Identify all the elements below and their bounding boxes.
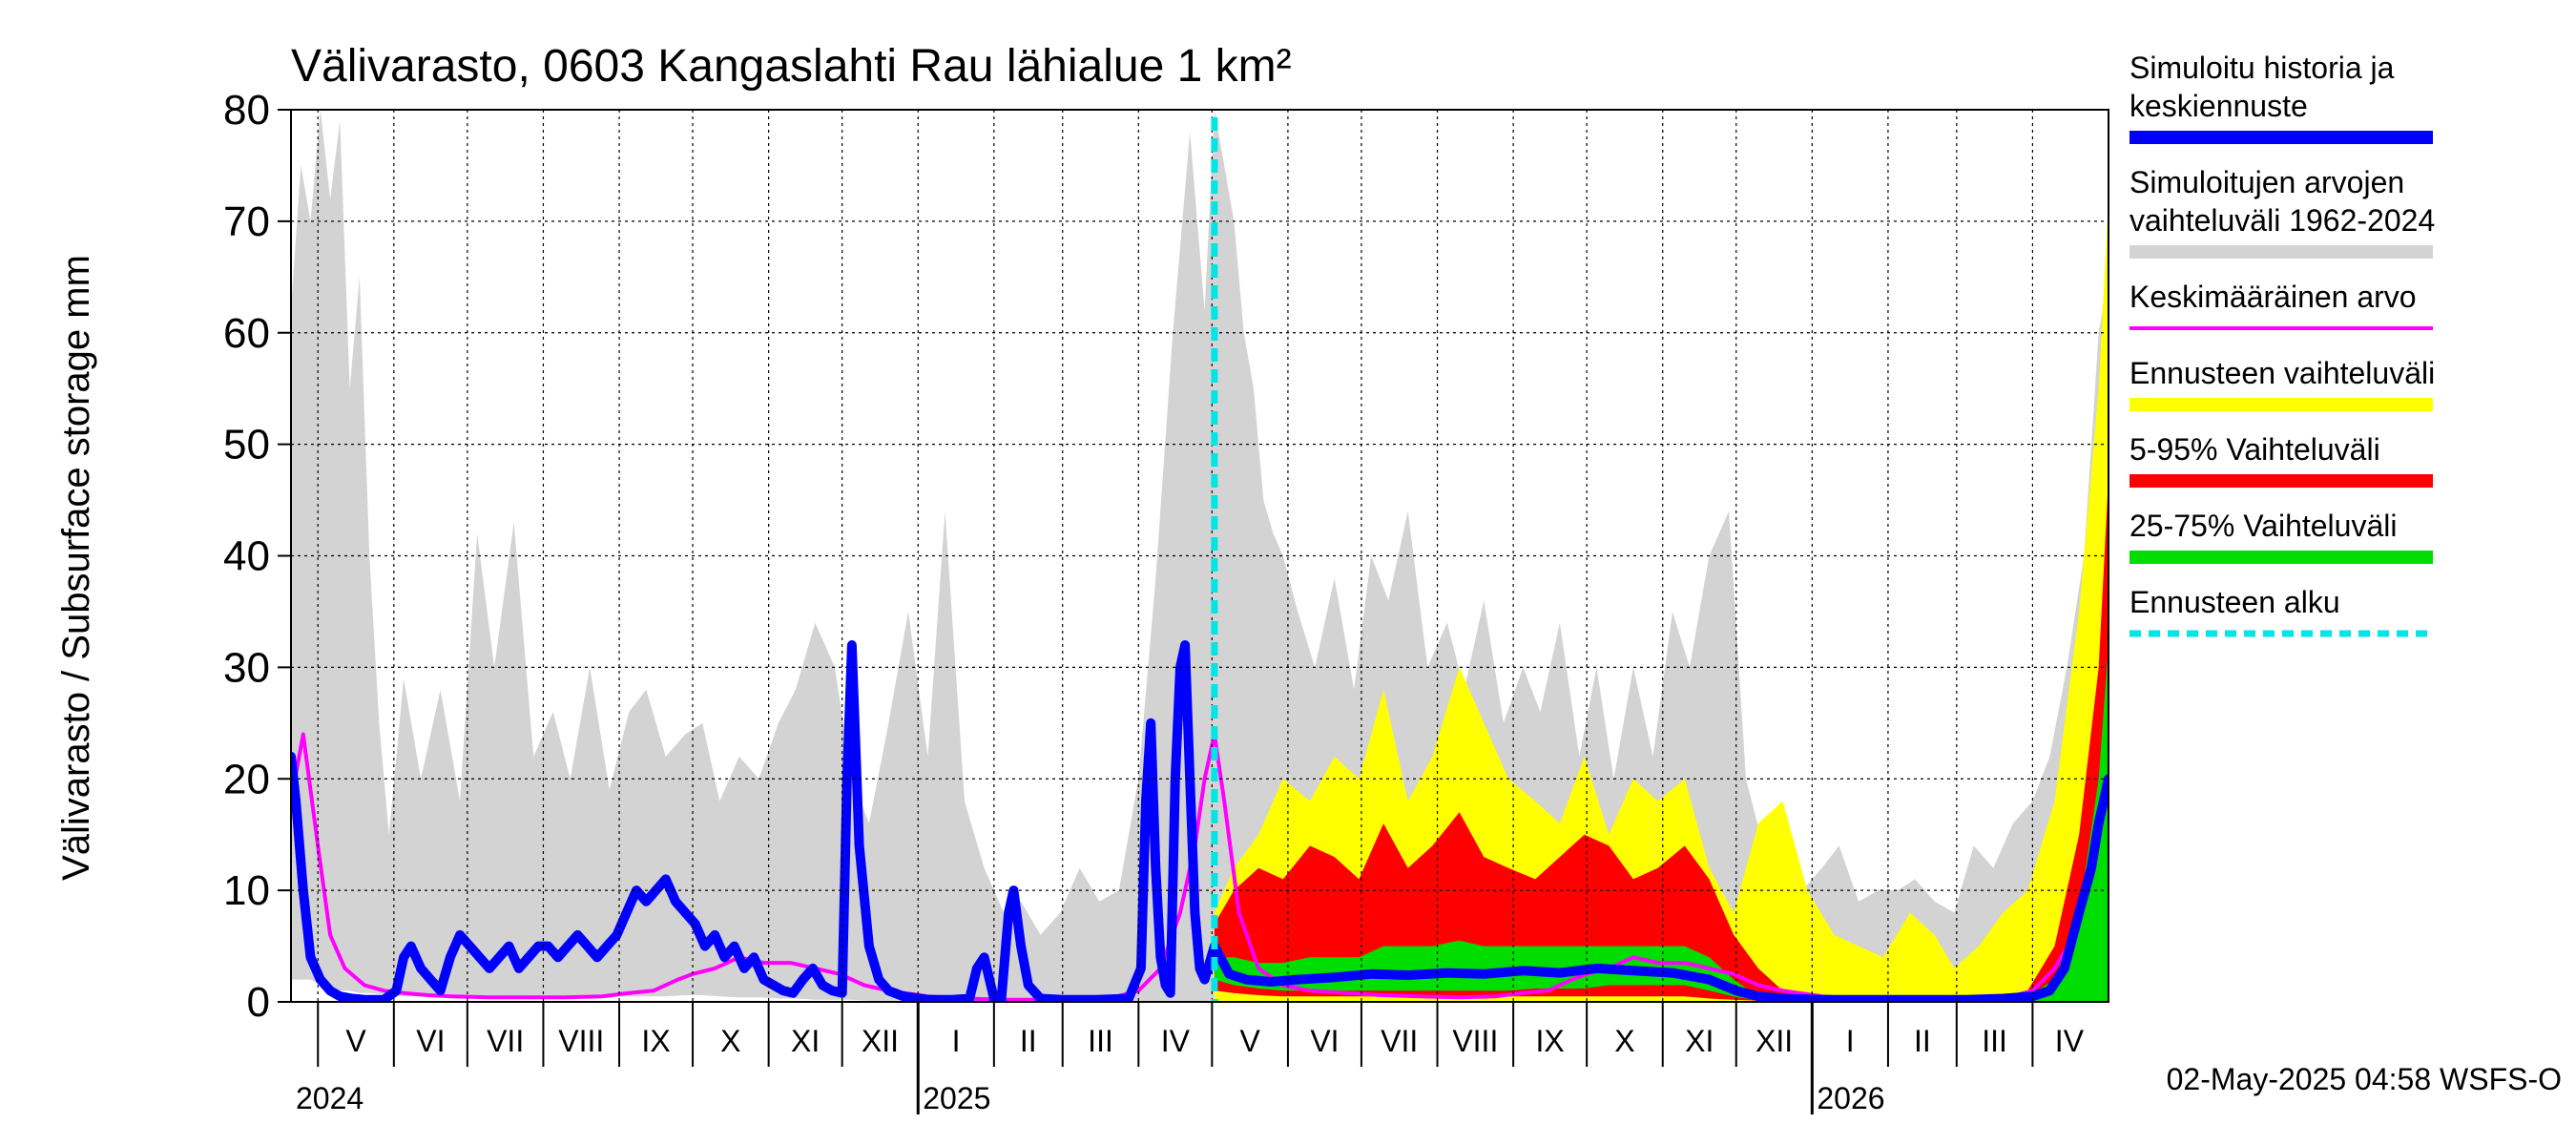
- series-simuloitu-historia-ja-keskiennuste: [291, 640, 2109, 1002]
- series-25-75-vaihteluvali: [1214, 645, 2109, 1002]
- legend-item-keskimaarainen-arvo: Keskimääräinen arvo: [2129, 280, 2433, 330]
- x-month-label: X: [1614, 1024, 1634, 1058]
- y-tick-label: 40: [223, 533, 270, 580]
- legend-label: Simuloitu historia ja keskiennuste: [2129, 51, 2395, 123]
- chart-title: Välivarasto, 0603 Kangaslahti Rau lähial…: [291, 41, 1292, 92]
- legend: Simuloitu historia ja keskiennuste Simuloi…: [2129, 51, 2435, 637]
- series-5-95-vaihteluvali: [1214, 477, 2109, 1002]
- legend-item-simuloitujen-arvojen-vaihteluvali-1962-2024: Simuloitujen arvojen vaihteluväli 1962-20…: [2129, 165, 2435, 259]
- legend-label: Ennusteen vaihteluväli: [2129, 356, 2435, 390]
- legend-label: Simuloitujen arvojen vaihteluväli 1962-20…: [2129, 165, 2435, 238]
- x-month-label: V: [345, 1024, 366, 1058]
- timestamp-footer: 02-May-2025 04:58 WSFS-O: [2167, 1062, 2562, 1096]
- x-month-label: V: [1239, 1024, 1260, 1058]
- x-month-label: IX: [641, 1024, 670, 1058]
- series-ennusteen-vaihteluvali: [1214, 198, 2109, 1002]
- x-month-label: VI: [416, 1024, 445, 1058]
- y-tick-label: 0: [247, 979, 270, 1026]
- x-month-label: II: [1914, 1024, 1931, 1058]
- legend-label: Keskimääräinen arvo: [2129, 280, 2417, 314]
- x-month-label: VI: [1310, 1024, 1339, 1058]
- x-month-label: IX: [1536, 1024, 1565, 1058]
- y-axis-label: Välivarasto / Subsurface storage mm: [55, 255, 97, 881]
- y-tick-label: 10: [223, 867, 270, 914]
- x-month-label: I: [952, 1024, 961, 1058]
- y-tick-label: 30: [223, 644, 270, 691]
- grid: [291, 109, 2109, 1002]
- x-year-label: 2025: [923, 1081, 990, 1115]
- x-month-label: III: [1982, 1024, 2007, 1058]
- legend-item-simuloitu-historia-ja-keskiennuste: Simuloitu historia ja keskiennuste: [2129, 51, 2433, 144]
- x-month-label: VII: [1381, 1024, 1418, 1058]
- x-month-label: XII: [862, 1024, 899, 1058]
- legend-item-25-75-vaihteluvali: 25-75% Vaihteluväli: [2129, 509, 2433, 564]
- x-month-label: X: [720, 1024, 740, 1058]
- y-tick-label: 50: [223, 422, 270, 468]
- legend-label: Ennusteen alku: [2129, 585, 2340, 619]
- x-month-label: III: [1088, 1024, 1113, 1058]
- x-month-label: XII: [1755, 1024, 1793, 1058]
- x-month-label: VII: [487, 1024, 524, 1058]
- y-tick-label: 80: [223, 87, 270, 134]
- x-month-label: VIII: [558, 1024, 604, 1058]
- x-year-label: 2026: [1817, 1081, 1884, 1115]
- x-month-label: VIII: [1452, 1024, 1498, 1058]
- x-month-label: I: [1846, 1024, 1855, 1058]
- x-year-label: 2024: [296, 1081, 364, 1115]
- x-month-label: II: [1020, 1024, 1037, 1058]
- x-month-label: IV: [1161, 1024, 1191, 1058]
- legend-item-ennusteen-vaihteluvali: Ennusteen vaihteluväli: [2129, 356, 2435, 411]
- legend-label: 25-75% Vaihteluväli: [2129, 509, 2397, 543]
- y-tick-label: 70: [223, 198, 270, 245]
- y-tick-label: 60: [223, 310, 270, 357]
- legend-item-5-95-vaihteluvali: 5-95% Vaihteluväli: [2129, 432, 2433, 488]
- x-month-label: XI: [1685, 1024, 1714, 1058]
- legend-label: 5-95% Vaihteluväli: [2129, 432, 2380, 467]
- x-month-label: XI: [791, 1024, 820, 1058]
- legend-item-ennusteen-alku: Ennusteen alku: [2129, 585, 2433, 637]
- y-tick-label: 20: [223, 756, 270, 802]
- series-keskimaarainen-arvo: [291, 732, 2109, 1002]
- x-month-label: IV: [2055, 1024, 2085, 1058]
